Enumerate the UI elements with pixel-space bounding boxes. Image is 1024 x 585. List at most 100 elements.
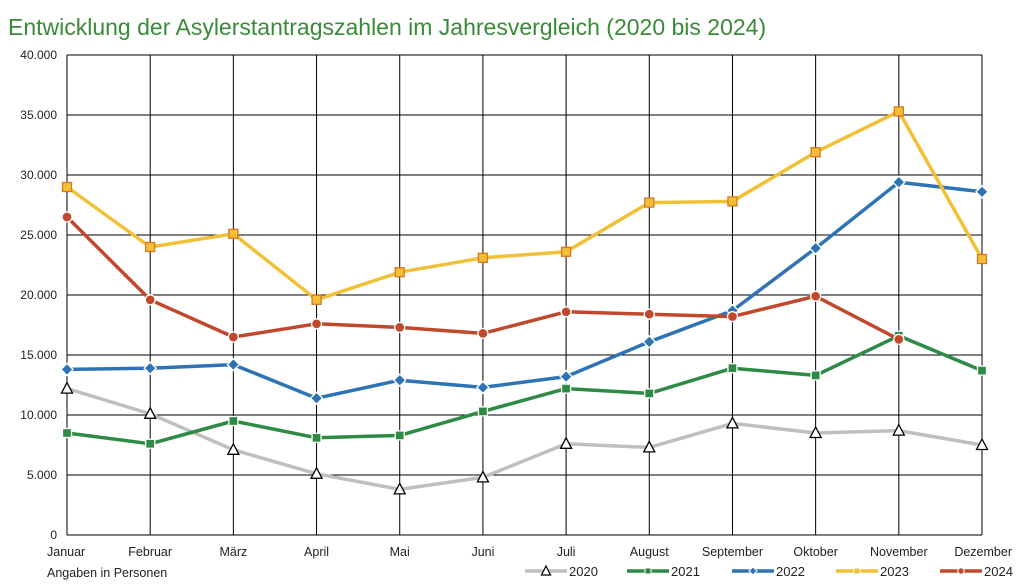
y-tick-label: 35.000 <box>20 108 57 122</box>
data-point-2023 <box>644 197 655 208</box>
data-point-2021 <box>560 383 572 394</box>
legend-item-2021: 2021 <box>627 564 700 579</box>
data-point-2022 <box>475 380 490 395</box>
x-tick-label: Januar <box>47 545 85 559</box>
data-point-2020 <box>393 481 407 495</box>
series-line-2021 <box>66 334 983 446</box>
data-point-2022 <box>60 362 74 377</box>
data-point-2020 <box>642 439 656 453</box>
series-2024 <box>61 211 905 346</box>
data-point-2021 <box>228 415 239 427</box>
data-point-2022 <box>642 334 657 349</box>
legend-label: 2024 <box>984 564 1013 579</box>
series-2023 <box>61 106 988 305</box>
y-tick-label: 0 <box>50 528 57 542</box>
legend-label: 2022 <box>776 564 805 579</box>
units-note: Angaben in Personen <box>47 566 167 580</box>
series-line-2022 <box>66 180 983 400</box>
data-point-2023 <box>477 252 489 263</box>
data-point-2020 <box>559 436 573 449</box>
y-tick-label: 40.000 <box>20 48 57 62</box>
data-point-2023 <box>893 106 904 117</box>
data-point-2024 <box>809 290 822 302</box>
x-tick-label: Februar <box>128 545 172 559</box>
data-point-2022 <box>975 184 989 199</box>
x-tick-label: Dezember <box>954 545 1012 559</box>
grid <box>66 54 983 536</box>
data-point-2024 <box>643 308 655 320</box>
x-tick-label: Juni <box>471 545 494 559</box>
data-point-2020 <box>975 437 989 451</box>
data-point-2024 <box>893 333 905 346</box>
data-point-2021 <box>477 406 489 417</box>
data-point-2020 <box>725 415 740 429</box>
data-point-2022 <box>226 357 241 372</box>
data-point-2020 <box>809 425 823 439</box>
y-tick-label: 20.000 <box>20 288 57 302</box>
x-tick-label: September <box>702 545 763 559</box>
data-point-2021 <box>810 370 821 381</box>
series-2022 <box>60 175 989 406</box>
data-point-2022 <box>309 391 324 406</box>
legend-item-2024: 2024 <box>940 564 1013 579</box>
data-point-2020 <box>226 442 240 455</box>
data-point-2023 <box>810 147 821 158</box>
y-tick-label: 5.000 <box>27 468 57 482</box>
data-point-2023 <box>61 181 73 193</box>
legend-marker <box>957 567 965 575</box>
data-point-2024 <box>477 327 489 340</box>
legend: 2020 2021 2022 2023 2024 <box>525 564 1013 579</box>
data-point-2020 <box>892 423 906 436</box>
data-point-2020 <box>309 466 324 479</box>
data-point-2021 <box>644 388 655 399</box>
data-point-2022 <box>891 175 906 190</box>
legend-label: 2023 <box>880 564 909 579</box>
data-point-2021 <box>311 432 322 443</box>
legend-marker <box>540 564 552 576</box>
data-point-2020 <box>476 469 490 483</box>
data-point-2023 <box>727 196 738 207</box>
chart-title: Entwicklung der Asylerstantragszahlen im… <box>8 14 767 40</box>
data-point-2022 <box>808 241 823 256</box>
series-line-2023 <box>65 109 984 302</box>
data-point-2021 <box>145 438 156 449</box>
data-point-2024 <box>310 318 323 330</box>
legend-label: 2020 <box>569 564 598 579</box>
data-point-2023 <box>394 267 405 278</box>
data-point-2023 <box>560 246 572 257</box>
x-tick-label: Juli <box>557 545 576 559</box>
data-point-2023 <box>311 294 322 305</box>
data-point-2020 <box>143 406 157 419</box>
legend-item-2023: 2023 <box>836 564 909 579</box>
data-point-2022 <box>392 373 407 388</box>
x-tick-label: November <box>870 545 928 559</box>
legend-item-2022: 2022 <box>732 564 805 579</box>
x-tick-label: März <box>219 545 247 559</box>
legend-item-2020: 2020 <box>525 564 598 579</box>
data-point-2022 <box>143 361 158 376</box>
data-point-2024 <box>227 331 240 343</box>
y-tick-label: 30.000 <box>20 168 57 182</box>
legend-label: 2021 <box>671 564 700 579</box>
data-point-2023 <box>976 253 988 265</box>
x-tick-label: Oktober <box>793 545 837 559</box>
x-tick-label: April <box>304 545 329 559</box>
data-point-2023 <box>145 241 156 253</box>
data-point-2020 <box>60 381 74 394</box>
series-line-2020 <box>66 386 983 492</box>
data-point-2022 <box>559 369 574 384</box>
series-2020 <box>60 381 989 495</box>
data-point-2021 <box>727 363 738 374</box>
data-point-2024 <box>726 310 739 323</box>
data-point-2024 <box>144 294 156 306</box>
legend-marker <box>748 566 758 576</box>
data-point-2024 <box>394 321 406 334</box>
data-point-2023 <box>228 228 239 239</box>
x-tick-label: Mai <box>390 545 410 559</box>
data-point-2024 <box>61 211 73 223</box>
y-tick-label: 25.000 <box>20 228 57 242</box>
y-tick-label: 15.000 <box>20 348 57 362</box>
x-tick-label: August <box>630 545 669 559</box>
data-point-2021 <box>976 365 988 376</box>
legend-marker <box>853 567 861 575</box>
